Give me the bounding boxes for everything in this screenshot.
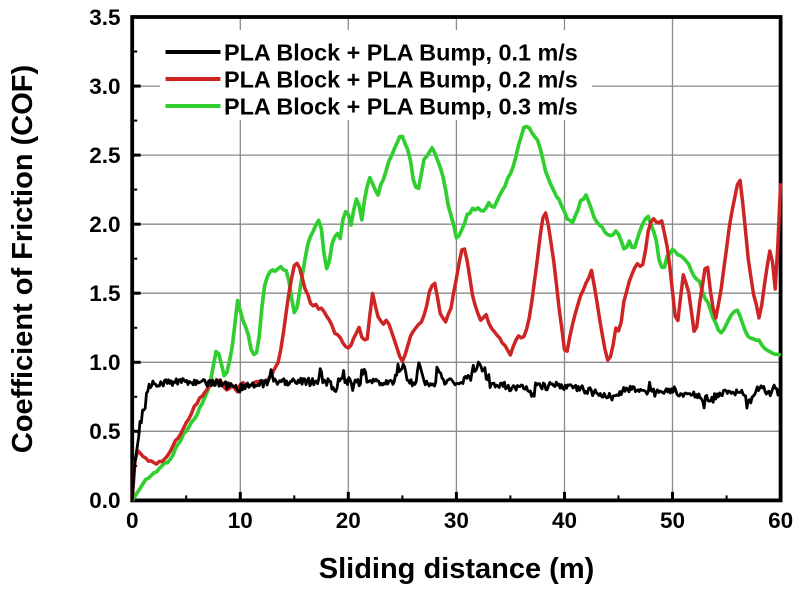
svg-text:0.0: 0.0 [89,488,120,513]
svg-text:PLA Block + PLA Bump, 0.1 m/s: PLA Block + PLA Bump, 0.1 m/s [224,39,578,65]
svg-text:Sliding distance (m): Sliding distance (m) [319,553,595,585]
svg-text:50: 50 [660,508,685,533]
svg-text:0: 0 [126,508,139,533]
svg-text:1.0: 1.0 [89,350,120,375]
svg-text:10: 10 [228,508,253,533]
svg-text:30: 30 [444,508,469,533]
svg-text:2.0: 2.0 [89,212,120,237]
svg-text:2.5: 2.5 [89,143,120,168]
svg-text:3.5: 3.5 [89,5,120,30]
svg-text:0.5: 0.5 [89,419,120,444]
svg-text:60: 60 [768,508,793,533]
svg-text:3.0: 3.0 [89,74,120,99]
svg-text:40: 40 [552,508,577,533]
svg-text:Coefficient of Friction (COF): Coefficient of Friction (COF) [7,65,39,453]
svg-text:20: 20 [336,508,361,533]
svg-text:PLA Block + PLA Bump, 0.2 m/s: PLA Block + PLA Bump, 0.2 m/s [224,66,578,92]
svg-text:PLA Block + PLA Bump, 0.3 m/s: PLA Block + PLA Bump, 0.3 m/s [224,93,578,119]
svg-text:1.5: 1.5 [89,281,120,306]
